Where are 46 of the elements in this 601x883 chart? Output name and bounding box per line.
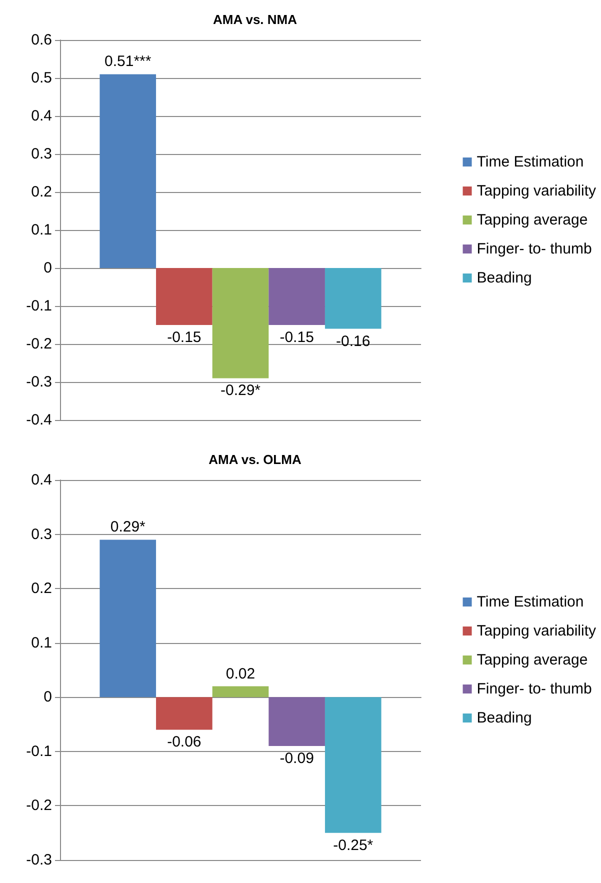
y-tick-label: 0.3 bbox=[31, 146, 52, 162]
y-tick-label: 0.2 bbox=[31, 184, 52, 200]
data-label: -0.16 bbox=[336, 332, 370, 350]
y-tick-label: 0 bbox=[44, 260, 52, 276]
data-label: -0.25* bbox=[333, 836, 374, 854]
legend-label: Finger- to- thumb bbox=[476, 680, 592, 698]
data-label: -0.29* bbox=[220, 382, 261, 400]
legend-label: Finger- to- thumb bbox=[476, 240, 592, 258]
legend-label: Tapping average bbox=[476, 652, 588, 668]
data-label: -0.15 bbox=[280, 329, 314, 346]
y-tick-label: 0.2 bbox=[31, 580, 52, 598]
chart-title: AMA vs. NMA bbox=[212, 12, 298, 27]
legend-label: Beading bbox=[476, 270, 532, 286]
y-tick-label: 0.4 bbox=[31, 472, 52, 488]
y-tick-label: 0.3 bbox=[31, 526, 52, 543]
data-label: 0.29* bbox=[110, 518, 146, 536]
y-tick-label: -0.1 bbox=[26, 742, 52, 760]
bar bbox=[324, 697, 382, 833]
y-tick-label: -0.3 bbox=[26, 374, 52, 390]
y-tick-label: -0.1 bbox=[26, 298, 52, 314]
y-tick-label: -0.3 bbox=[26, 852, 52, 868]
legend-label: Tapping average bbox=[476, 212, 588, 228]
y-tick-label: 0.6 bbox=[31, 32, 52, 48]
bar bbox=[268, 697, 325, 746]
chart-title: AMA vs. OLMA bbox=[208, 452, 302, 467]
legend-label: Tapping variability bbox=[476, 182, 596, 200]
data-label: -0.09 bbox=[280, 750, 314, 767]
y-tick-label: 0 bbox=[44, 688, 52, 706]
y-tick-label: -0.4 bbox=[26, 412, 52, 428]
legend-label: Time Estimation bbox=[476, 594, 584, 610]
bar bbox=[156, 697, 212, 730]
bar bbox=[100, 540, 156, 698]
legend-label: Beading bbox=[476, 710, 532, 726]
y-tick-label: -0.2 bbox=[26, 336, 52, 352]
y-tick-label: 0.1 bbox=[31, 222, 52, 238]
y-tick-label: -0.2 bbox=[26, 797, 52, 814]
data-label: 0.02 bbox=[226, 665, 256, 682]
data-label: 0.51*** bbox=[104, 53, 152, 70]
y-tick-label: 0.1 bbox=[31, 634, 52, 652]
y-tick-label: 0.4 bbox=[31, 108, 52, 124]
legend-label: Time Estimation bbox=[476, 154, 584, 170]
data-label: -0.15 bbox=[167, 329, 202, 346]
y-tick-label: 0.5 bbox=[31, 70, 52, 86]
bar bbox=[212, 686, 269, 698]
data-label: -0.06 bbox=[167, 734, 202, 751]
legend-label: Tapping variability bbox=[476, 622, 596, 640]
